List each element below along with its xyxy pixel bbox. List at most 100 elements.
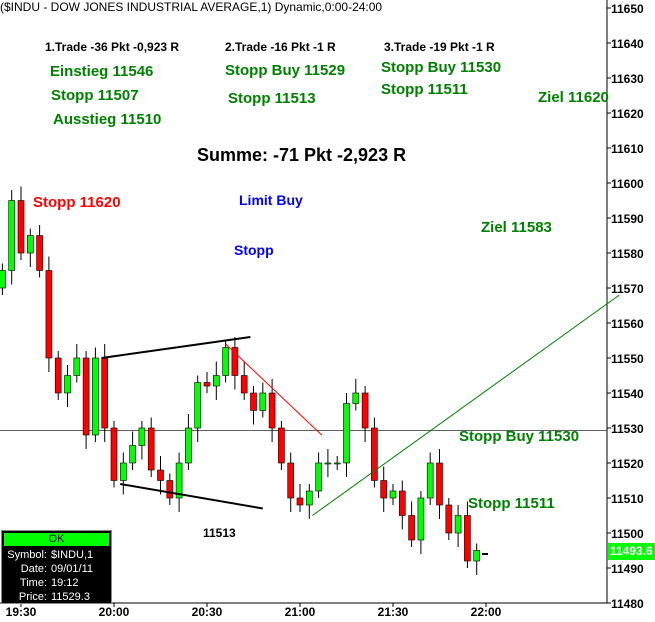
candle	[26, 235, 34, 254]
date-value: 09/01/11	[51, 563, 94, 575]
candle	[454, 515, 462, 534]
stopp-buy3-label: Stopp Buy 11530	[459, 428, 580, 445]
candle	[138, 427, 146, 446]
price-value: 11529.3	[51, 591, 90, 603]
candle	[73, 357, 81, 376]
candle	[417, 497, 425, 541]
candle	[352, 392, 360, 404]
candle	[361, 392, 369, 429]
candle	[333, 462, 341, 465]
candle	[324, 462, 332, 465]
candle	[380, 480, 388, 499]
candle	[45, 270, 53, 359]
info-box: OK Symbol: $INDU,1 Date: 09/01/11 Time: 19:…	[1, 530, 112, 604]
candle	[194, 382, 201, 429]
trade3-label: 3.Trade -19 Pkt -1 R	[384, 40, 495, 54]
candle	[305, 490, 313, 506]
candle	[8, 200, 15, 271]
candle	[426, 462, 434, 499]
stopp-blue-label: Stopp	[234, 242, 274, 258]
einstieg-label: Einstieg 11546	[50, 63, 154, 80]
candle	[203, 382, 211, 387]
y-tick-label: 11550	[611, 352, 644, 366]
candle	[250, 392, 257, 411]
date-label: Date:	[20, 563, 47, 575]
y-tick-label: 11650	[611, 2, 644, 16]
candle	[408, 515, 415, 541]
candle	[17, 200, 25, 254]
candle	[110, 427, 118, 481]
trendline	[120, 483, 263, 510]
candle	[120, 462, 127, 481]
ziel1-label: Ziel 11620	[538, 89, 609, 106]
x-tick-label: 21:00	[285, 605, 316, 619]
trade1-label: 1.Trade -36 Pkt -0,923 R	[45, 40, 180, 54]
limit-buy-label: Limit Buy	[239, 192, 303, 208]
symbol-label: Symbol:	[7, 549, 47, 561]
candle	[464, 515, 471, 562]
stopp-buy2-label: Stopp Buy 11530	[381, 59, 502, 76]
candle	[185, 427, 192, 464]
y-tick-label: 11580	[611, 247, 644, 261]
candle	[268, 392, 276, 429]
candle	[101, 357, 108, 429]
candle	[36, 235, 43, 271]
label-11513: 11513	[203, 526, 236, 540]
candle	[343, 403, 350, 464]
ausstieg-label: Ausstieg 11510	[53, 111, 162, 128]
candle	[398, 490, 406, 516]
y-tick-label: 11540	[611, 387, 644, 401]
candle	[287, 462, 295, 499]
y-tick-label: 11630	[611, 72, 644, 86]
trendline	[225, 343, 323, 436]
chart-title: ($INDU - DOW JONES INDUSTRIAL AVERAGE,1)…	[0, 0, 383, 14]
y-tick-label: 11640	[611, 37, 644, 51]
y-tick-label: 11480	[611, 597, 644, 611]
y-tick-label: 11520	[611, 457, 644, 471]
candle	[92, 357, 99, 436]
trendline	[312, 294, 620, 516]
y-tick-label: 11590	[611, 212, 644, 226]
candle	[82, 357, 90, 436]
x-tick-label: 19:30	[6, 605, 37, 619]
trendline	[101, 336, 251, 359]
status-ok[interactable]: OK	[4, 533, 109, 546]
candle	[240, 375, 248, 394]
y-tick-label: 11620	[611, 107, 644, 121]
candle	[166, 480, 174, 499]
summe-label: Summe: -71 Pkt -2,923 R	[197, 145, 407, 165]
time-value: 19:12	[51, 577, 79, 589]
stopp4-label: Stopp 11511	[468, 495, 555, 512]
stopp3-label: Stopp 11511	[381, 81, 468, 98]
y-tick-label: 11610	[611, 142, 644, 156]
x-tick-label: 20:00	[99, 605, 130, 619]
candle	[259, 392, 267, 411]
y-tick-label: 11560	[611, 317, 644, 331]
price-label: Price:	[18, 591, 47, 603]
stopp-red-label: Stopp 11620	[33, 194, 121, 211]
y-tick-label: 11600	[611, 177, 644, 191]
candle	[371, 427, 378, 481]
symbol-value: $INDU,1	[51, 549, 94, 561]
trade2-label: 2.Trade -16 Pkt -1 R	[225, 40, 336, 54]
candle	[445, 504, 453, 534]
y-tick-label: 11530	[611, 422, 644, 436]
y-tick-label: 11510	[611, 492, 644, 506]
current-price-label: 11493.6	[608, 543, 655, 560]
x-tick-label: 20:30	[192, 605, 223, 619]
candle	[296, 497, 304, 506]
candle	[222, 347, 229, 376]
y-tick-label: 11490	[611, 562, 644, 576]
candle	[0, 270, 6, 289]
candle	[213, 375, 220, 387]
time-label: Time:	[19, 577, 47, 589]
candle	[473, 550, 481, 562]
candle	[157, 469, 164, 481]
candle	[129, 445, 136, 464]
y-tick-label: 11500	[611, 527, 644, 541]
x-tick-label: 22:00	[471, 605, 502, 619]
stopp2-label: Stopp 11513	[228, 90, 316, 107]
candle	[389, 490, 397, 499]
